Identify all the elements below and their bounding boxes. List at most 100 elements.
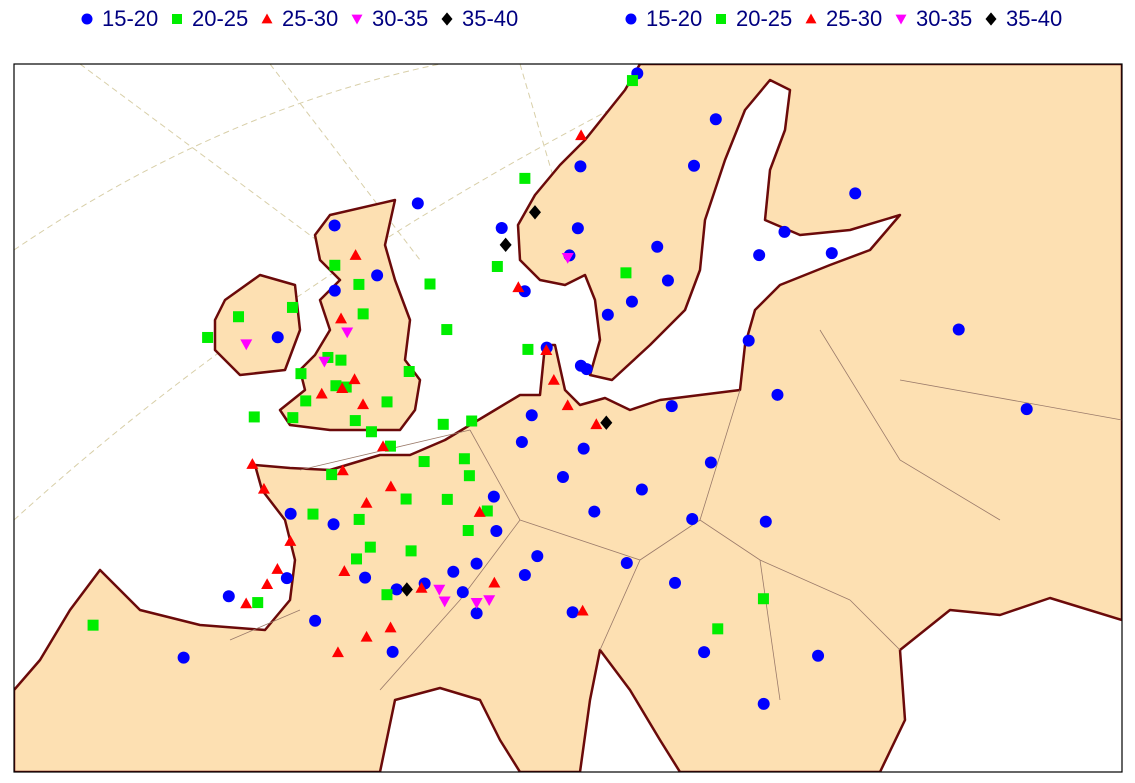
marker-circle	[518, 568, 531, 581]
marker-square	[712, 623, 724, 635]
marker-triangle-up	[261, 578, 274, 590]
marker-square	[365, 426, 377, 438]
marker-square	[405, 545, 417, 557]
marker-circle	[515, 436, 528, 449]
marker-triangle-up	[473, 506, 486, 517]
marker-square	[300, 395, 312, 407]
marker-triangle-down	[433, 584, 446, 596]
marker-circle	[601, 308, 614, 321]
legend-marker	[625, 13, 637, 25]
marker-triangle-up	[377, 440, 390, 452]
marker-circle	[359, 571, 372, 584]
marker-circle	[571, 222, 584, 235]
stations	[87, 0, 1033, 710]
marker-circle	[625, 295, 638, 308]
marker-circle	[371, 269, 384, 282]
marker-triangle-up	[240, 597, 253, 609]
marker-circle	[280, 572, 293, 585]
ireland	[213, 273, 302, 377]
legend-label: 25-30	[282, 6, 338, 31]
marker-square	[462, 525, 474, 537]
marker-triangle-up	[360, 630, 373, 642]
marker-circle	[470, 557, 483, 570]
marker-circle	[531, 550, 544, 563]
marker-circle	[271, 331, 284, 344]
legend-label: 20-25	[192, 6, 248, 31]
marker-circle	[177, 651, 190, 664]
legend-marker	[351, 14, 363, 25]
marker-square	[287, 412, 299, 424]
marker-square	[330, 380, 342, 392]
marker-square	[757, 593, 769, 605]
marker-square	[441, 493, 453, 505]
marker-triangle-up	[284, 535, 297, 546]
marker-diamond	[600, 415, 613, 430]
marker-triangle-down	[240, 339, 253, 351]
marker-square	[441, 324, 453, 336]
marker-circle	[327, 518, 340, 531]
marker-circle	[328, 284, 341, 297]
marker-triangle-up	[384, 480, 397, 492]
marker-triangle-up	[576, 604, 589, 616]
marker-square	[458, 453, 470, 465]
legend-marker	[716, 14, 726, 24]
legend-marker	[441, 12, 453, 26]
marker-circle	[328, 219, 341, 232]
marker-triangle-up	[512, 281, 525, 293]
marker-triangle-up	[547, 373, 560, 385]
marker-square	[326, 469, 338, 481]
map	[14, 0, 1122, 772]
marker-circle	[715, 0, 727, 12]
marker-square	[418, 456, 430, 468]
marker-diamond	[400, 582, 413, 597]
marker-circle	[757, 697, 770, 710]
marker-circle	[771, 388, 784, 401]
marker-square	[351, 553, 363, 565]
marker-square	[364, 541, 376, 553]
marker-triangle-up	[246, 458, 259, 469]
marker-circle	[661, 274, 674, 287]
map-frame	[13, 63, 1123, 773]
marker-triangle-up	[415, 581, 428, 593]
marker-square	[437, 418, 449, 430]
marker-triangle-up	[561, 399, 574, 411]
marker-circle	[411, 197, 424, 210]
graticule	[14, 64, 1122, 521]
marker-circle	[825, 247, 838, 260]
marker-circle	[386, 645, 399, 658]
marker-circle	[665, 400, 678, 413]
marker-circle	[447, 565, 460, 578]
marker-triangle-up	[335, 312, 348, 324]
marker-circle	[704, 456, 717, 469]
marker-circle	[470, 607, 483, 620]
marker-square	[248, 411, 260, 423]
marker-square	[295, 368, 307, 380]
marker-triangle-down	[318, 356, 331, 368]
marker-triangle-down	[483, 595, 496, 607]
marker-square	[381, 589, 393, 601]
marker-square	[202, 331, 214, 343]
legends: 15-20 20-25 25-30 30-35 35-40 15-20 20-25 25-30…	[81, 6, 1062, 31]
legend-marker	[805, 13, 817, 24]
marker-circle	[525, 409, 538, 422]
marker-circle	[849, 187, 862, 200]
marker-circle	[778, 225, 791, 238]
marker-square	[620, 267, 632, 279]
marker-circle	[490, 525, 503, 538]
marker-square	[353, 513, 365, 525]
marker-diamond	[499, 237, 512, 253]
marker-square	[329, 259, 341, 271]
marker-triangle-up	[349, 249, 362, 260]
marker-square	[252, 597, 264, 609]
marker-circle	[753, 249, 766, 262]
marker-circle	[742, 334, 755, 347]
legend-marker	[261, 13, 273, 24]
marker-triangle-down	[470, 598, 483, 609]
marker-circle	[698, 646, 711, 659]
marker-circle	[952, 323, 965, 336]
marker-circle	[709, 113, 722, 126]
legend-marker	[985, 12, 997, 26]
marker-circle	[574, 160, 587, 173]
marker-square	[424, 278, 436, 290]
marker-circle	[309, 614, 322, 627]
